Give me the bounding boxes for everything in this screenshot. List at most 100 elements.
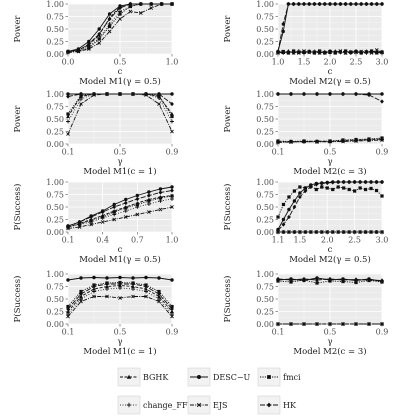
data-point-hk bbox=[336, 179, 341, 185]
data-point-ejs bbox=[123, 215, 128, 219]
data-point-change-ff bbox=[123, 209, 128, 213]
data-point-hk bbox=[100, 209, 105, 215]
data-point-hk bbox=[358, 179, 363, 185]
y-axis-title: Power bbox=[223, 15, 233, 43]
data-point-hk bbox=[92, 91, 96, 97]
data-point-hk bbox=[118, 5, 122, 11]
data-point-ejs bbox=[312, 50, 317, 54]
data-point-hk bbox=[118, 281, 122, 287]
data-point-change-ff bbox=[170, 197, 174, 201]
data-point-desc-u bbox=[287, 207, 291, 212]
x-tick-label: 0.9 bbox=[376, 328, 389, 337]
data-point-desc-u bbox=[107, 12, 112, 16]
data-point-bghk bbox=[66, 114, 70, 119]
y-axis-title: P(Success) bbox=[12, 276, 23, 323]
legend-item-bghk: BGHK bbox=[117, 367, 169, 387]
data-point-hk bbox=[302, 1, 306, 7]
legend-marker-change-ff bbox=[126, 402, 132, 408]
model-caption: Model M1(γ = 0.5) bbox=[79, 76, 161, 87]
data-point-hk bbox=[367, 277, 371, 283]
data-point-bghk bbox=[144, 287, 148, 291]
y-tick-label: 0.75 bbox=[46, 190, 64, 199]
data-point-hk bbox=[348, 1, 353, 7]
data-point-desc-u bbox=[170, 92, 174, 96]
data-point-ejs bbox=[66, 132, 70, 136]
chart-panel-5: 0.00 0.25 0.50 0.75 1.00 0.1 0.4 0.7 1.0 c P(Succe… bbox=[12, 178, 178, 265]
legend-label: fmci bbox=[283, 373, 301, 382]
x-tick-label: 0.1 bbox=[62, 236, 75, 245]
y-tick-label: 0.25 bbox=[46, 307, 64, 316]
data-point-hk bbox=[105, 91, 109, 97]
data-point-ejs bbox=[289, 140, 293, 144]
data-point-fmci bbox=[79, 289, 83, 294]
data-point-hk bbox=[380, 1, 384, 7]
data-point-hk bbox=[354, 91, 358, 97]
data-point-ejs bbox=[100, 220, 105, 224]
legend: BGHK DESC−U fmci change_FF EJS HK bbox=[117, 367, 301, 415]
x-tick-label: 0.5 bbox=[324, 328, 337, 337]
data-point-desc-u bbox=[292, 199, 297, 203]
y-tick-label: 0.75 bbox=[256, 12, 274, 21]
x-axis-title: c bbox=[118, 245, 123, 255]
chart-panel-7: 0.00 0.25 0.50 0.75 1.00 0.1 0.5 0.9 γ P(Success)… bbox=[12, 270, 178, 357]
legend-label: HK bbox=[283, 401, 297, 410]
x-tick-label: 0.1 bbox=[62, 328, 75, 337]
x-tick-label: 0.9 bbox=[166, 148, 179, 157]
y-tick-label: 1.00 bbox=[46, 90, 64, 99]
data-point-hk bbox=[79, 291, 83, 297]
data-point-change-ff bbox=[66, 119, 70, 124]
x-tick-label: 0.5 bbox=[114, 148, 127, 157]
legend-label: DESC−U bbox=[213, 373, 251, 382]
data-point-hk bbox=[307, 1, 312, 7]
x-axis-title: c bbox=[118, 67, 123, 77]
x-tick-label: 1.0 bbox=[166, 58, 179, 67]
data-point-hk bbox=[354, 277, 358, 282]
data-point-hk bbox=[146, 193, 151, 198]
data-point-hk bbox=[76, 48, 81, 53]
data-point-desc-u bbox=[158, 187, 163, 191]
data-point-hk bbox=[291, 1, 296, 7]
x-tick-label: 0.4 bbox=[96, 236, 109, 245]
data-point-ejs bbox=[322, 51, 327, 55]
y-tick-label: 0.75 bbox=[46, 282, 64, 291]
data-point-ejs bbox=[138, 11, 143, 15]
series-line-desc-u bbox=[67, 186, 173, 227]
data-point-ejs bbox=[363, 230, 368, 234]
data-point-desc-u bbox=[112, 202, 116, 207]
data-point-fmci bbox=[342, 186, 346, 190]
data-point-fmci bbox=[170, 114, 174, 119]
chart-panel-8: 0.00 0.25 0.50 0.75 1.00 0.1 0.5 0.9 γ P(Success)… bbox=[222, 270, 388, 357]
data-point-fmci bbox=[287, 195, 291, 199]
chart-panel-3: 0.00 0.25 0.50 0.75 1.00 0.1 0.5 0.9 γ Power Model… bbox=[13, 90, 178, 177]
data-point-ejs bbox=[380, 50, 384, 55]
y-tick-label: 0.25 bbox=[256, 307, 274, 316]
data-point-ejs bbox=[131, 294, 135, 299]
data-point-hk bbox=[341, 277, 345, 283]
data-point-bghk bbox=[157, 294, 161, 299]
legend-item-desc-u: DESC−U bbox=[187, 367, 251, 387]
data-point-hk bbox=[330, 180, 335, 185]
data-point-ejs bbox=[369, 51, 374, 55]
data-point-hk bbox=[296, 1, 301, 7]
legend-label: change_FF bbox=[143, 401, 188, 410]
plot-area bbox=[66, 91, 174, 136]
series-line-hk bbox=[67, 3, 172, 52]
data-point-hk bbox=[322, 1, 327, 7]
data-point-ejs bbox=[338, 49, 343, 53]
y-tick-label: 1.00 bbox=[46, 0, 64, 9]
y-tick-label: 1.00 bbox=[256, 0, 274, 9]
x-axis-title: γ bbox=[117, 337, 122, 347]
y-axis-title: P(Success) bbox=[12, 184, 23, 231]
data-point-ejs bbox=[276, 140, 280, 145]
data-point-fmci bbox=[314, 187, 318, 192]
y-tick-label: 1.00 bbox=[256, 90, 274, 99]
plot-area bbox=[276, 179, 384, 234]
x-tick-label: 1.5 bbox=[298, 58, 311, 67]
chart-panel-6: 0.00 0.25 0.50 0.75 1.00 1.1 1.5 2.0 2.5 3.0 c P(Su… bbox=[222, 178, 388, 265]
data-point-ejs bbox=[135, 212, 140, 217]
data-point-hk bbox=[328, 1, 332, 7]
data-point-hk bbox=[105, 281, 109, 287]
data-point-hk bbox=[308, 184, 313, 190]
data-point-ejs bbox=[359, 49, 364, 54]
y-tick-label: 0.75 bbox=[256, 190, 274, 199]
